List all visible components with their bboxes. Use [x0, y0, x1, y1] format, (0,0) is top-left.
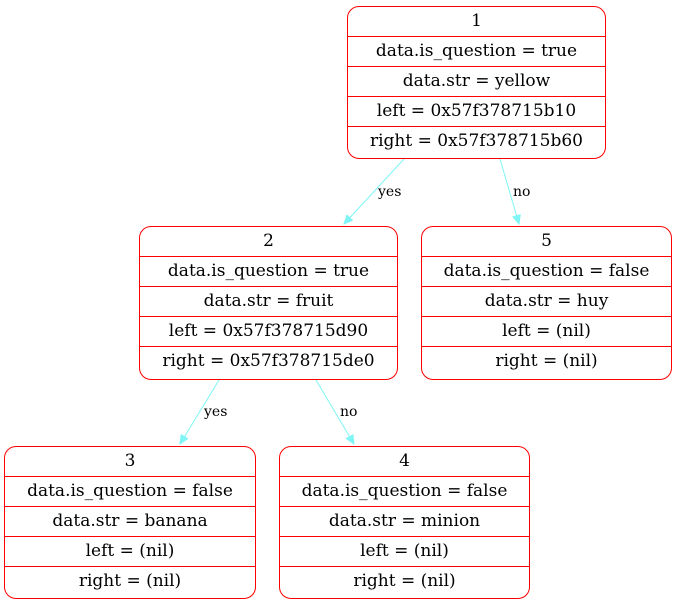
node-is-question: data.is_question = false	[5, 476, 255, 506]
edge-label-1-2: yes	[377, 184, 401, 200]
node-str: data.str = banana	[5, 506, 255, 536]
node-str: data.str = huy	[422, 286, 671, 316]
node-is-question: data.is_question = true	[140, 256, 397, 286]
node-is-question: data.is_question = false	[422, 256, 671, 286]
node-left: left = (nil)	[280, 536, 529, 566]
node-id: 2	[263, 231, 274, 251]
node-is-question: data.is_question = true	[348, 36, 605, 66]
node-right: right = 0x57f378715b60	[348, 126, 605, 156]
node-id: 4	[399, 451, 410, 471]
edge-1-2	[344, 158, 405, 224]
node-str: data.str = fruit	[140, 286, 397, 316]
node-id: 3	[124, 451, 136, 471]
node-right: right = (nil)	[5, 566, 255, 596]
edge-label-2-3: yes	[203, 404, 227, 420]
edge-2-3	[180, 379, 220, 444]
tree-node-1: 1 data.is_question = true data.str = yel…	[347, 6, 606, 159]
node-left: left = (nil)	[422, 316, 671, 346]
tree-node-4: 4 data.is_question = false data.str = mi…	[279, 446, 530, 599]
node-str: data.str = yellow	[348, 66, 605, 96]
tree-node-5: 5 data.is_question = false data.str = hu…	[421, 226, 672, 380]
tree-node-2: 2 data.is_question = true data.str = fru…	[139, 226, 398, 380]
edge-2-4	[315, 379, 354, 444]
node-right: right = (nil)	[422, 346, 671, 376]
edge-label-2-4: no	[340, 404, 357, 420]
node-right: right = 0x57f378715de0	[140, 346, 397, 376]
node-id: 5	[541, 231, 552, 251]
node-left: left = 0x57f378715b10	[348, 96, 605, 126]
node-left: left = (nil)	[5, 536, 255, 566]
node-is-question: data.is_question = false	[280, 476, 529, 506]
node-str: data.str = minion	[280, 506, 529, 536]
node-right: right = (nil)	[280, 566, 529, 596]
node-left: left = 0x57f378715d90	[140, 316, 397, 346]
tree-node-3: 3 data.is_question = false data.str = ba…	[4, 446, 256, 599]
edge-1-5	[499, 158, 519, 224]
node-id: 1	[471, 11, 482, 31]
edge-label-1-5: no	[513, 184, 530, 200]
